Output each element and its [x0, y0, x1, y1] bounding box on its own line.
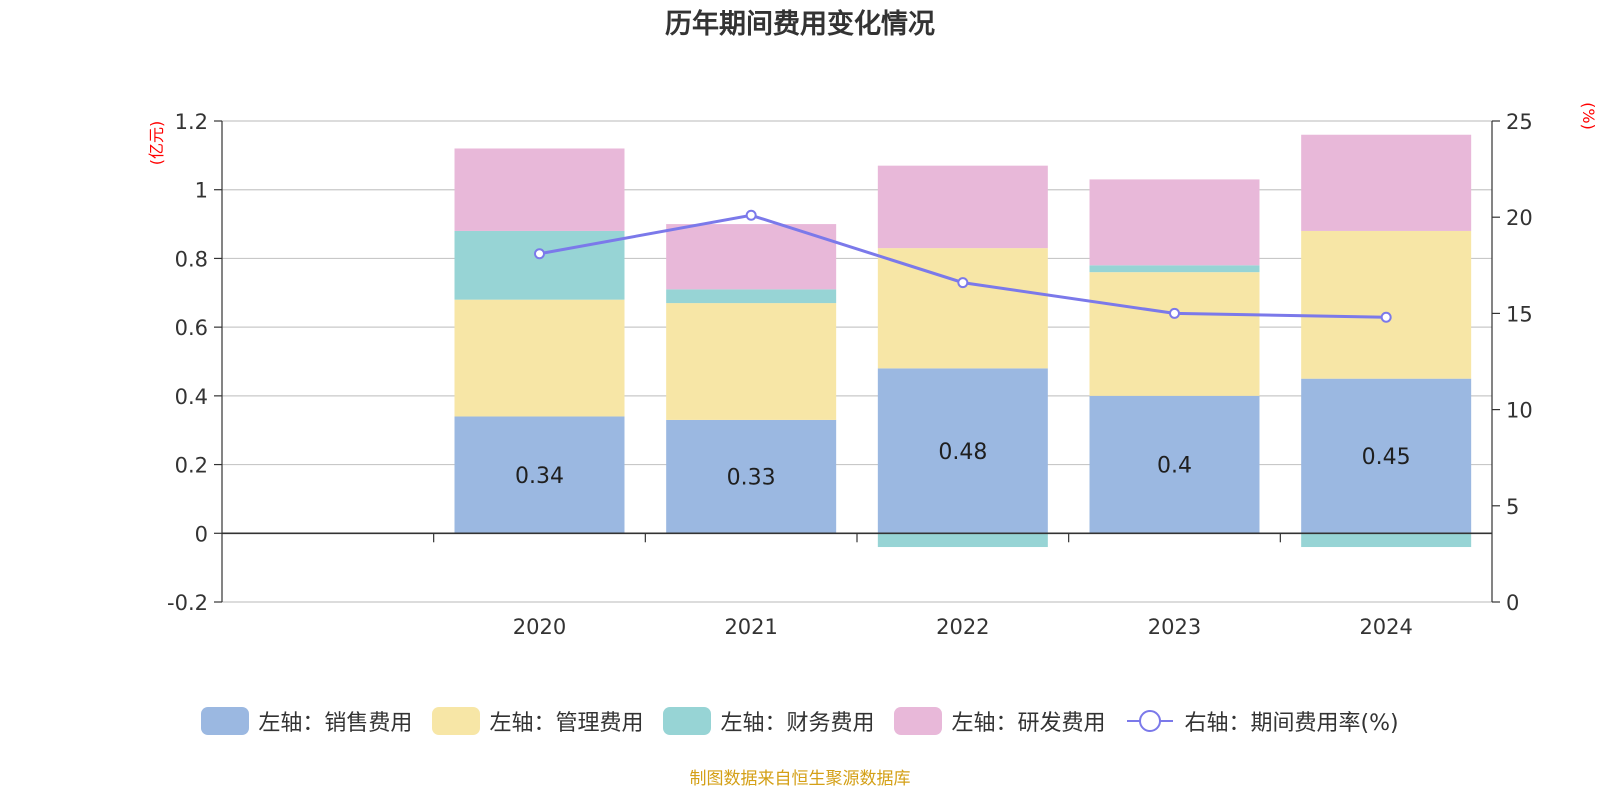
- rate-point: [534, 248, 545, 260]
- right-tick-label: 5: [1506, 495, 1519, 519]
- bar-value-label: 0.33: [727, 466, 776, 491]
- legend: 左轴：销售费用 左轴：管理费用 左轴：财务费用 左轴：研发费用 右轴：期间费用率(%): [0, 701, 1600, 741]
- left-tick-label: -0.2: [167, 591, 208, 615]
- bar-segment: [1301, 230, 1472, 379]
- left-tick-label: 0.4: [175, 385, 208, 409]
- bar-value-label: 0.34: [515, 464, 564, 489]
- right-tick-label: 25: [1506, 110, 1533, 134]
- legend-line-circle-icon: [1127, 710, 1174, 732]
- left-tick-label: 1.2: [175, 110, 208, 134]
- left-tick-label: 0.6: [175, 316, 208, 340]
- legend-swatch: [432, 707, 481, 735]
- left-axis-unit: (亿元): [147, 121, 166, 166]
- bar-value-label: 0.45: [1362, 445, 1411, 470]
- bar-segment: [1089, 265, 1260, 273]
- legend-swatch: [201, 707, 250, 735]
- x-tick-label: 2022: [936, 615, 989, 639]
- bar-segment: [1089, 179, 1260, 266]
- source-note: 制图数据来自恒生聚源数据库: [689, 769, 911, 789]
- rate-point: [1169, 307, 1180, 319]
- bar-segment: [1301, 533, 1472, 548]
- bar-segment: [666, 224, 837, 290]
- bar-segment: [666, 419, 837, 534]
- legend-label: 左轴：管理费用: [489, 711, 644, 736]
- legend-swatch: [894, 707, 943, 735]
- bar-segment: [877, 533, 1048, 548]
- x-tick-label: 2023: [1148, 615, 1201, 639]
- chart-plot: -0.2 0 0.2 0.4 0.6 0.8 1 1.2 0 5 10 15 20 25 2020 2021 2…: [147, 102, 1598, 639]
- left-tick-label: 0: [195, 522, 208, 546]
- grid-lines: [222, 120, 1492, 603]
- bar-segment: [454, 148, 625, 231]
- legend-label: 左轴：销售费用: [258, 711, 413, 736]
- right-tick-label: 10: [1506, 399, 1533, 423]
- bar-segment: [877, 368, 1048, 534]
- right-tick-label: 15: [1506, 302, 1533, 326]
- bar-segment: [454, 299, 625, 417]
- bar-segment: [1301, 134, 1472, 231]
- legend-swatch: [663, 707, 712, 735]
- bar-value-label: 0.48: [938, 440, 987, 465]
- legend-item[interactable]: 左轴：销售费用: [201, 705, 412, 737]
- bar-segment: [454, 416, 625, 534]
- bar-segment: [1301, 378, 1472, 534]
- rate-point: [957, 277, 969, 289]
- right-axis-unit: (%): [1579, 102, 1598, 130]
- legend-label: 左轴：财务费用: [720, 711, 875, 736]
- rate-point: [745, 209, 757, 221]
- left-tick-label: 0.2: [175, 454, 208, 478]
- right-tick-label: 0: [1506, 591, 1519, 615]
- legend-item[interactable]: 左轴：财务费用: [663, 705, 874, 737]
- legend-label: 左轴：研发费用: [951, 711, 1106, 736]
- legend-item[interactable]: 右轴：期间费用率(%): [1125, 705, 1399, 737]
- rate-line: [534, 209, 1392, 323]
- legend-item[interactable]: 左轴：研发费用: [894, 705, 1105, 737]
- bar-segment: [1089, 272, 1260, 396]
- bar-segment: [666, 303, 837, 420]
- rate-point: [1380, 311, 1392, 323]
- bar-segment: [877, 165, 1048, 249]
- bar-segment: [877, 248, 1048, 369]
- bar-segment: [666, 289, 837, 304]
- left-tick-label: 1: [195, 179, 208, 203]
- legend-item[interactable]: 左轴：管理费用: [432, 705, 643, 737]
- bar-labels: 0.34 0.33 0.48 0.4 0.45: [515, 440, 1411, 491]
- x-tick-label: 2024: [1359, 615, 1412, 639]
- bar-segment: [1089, 395, 1260, 534]
- chart-title: 历年期间费用变化情况: [665, 9, 935, 40]
- legend-label: 右轴：期间费用率(%): [1184, 711, 1399, 736]
- bar-value-label: 0.4: [1157, 454, 1192, 479]
- x-tick-label: 2020: [513, 615, 566, 639]
- axes: -0.2 0 0.2 0.4 0.6 0.8 1 1.2 0 5 10 15 20 25 2020 2021 2…: [167, 110, 1533, 639]
- left-tick-label: 0.8: [175, 247, 208, 271]
- x-tick-label: 2021: [724, 615, 777, 639]
- bar-segment: [454, 230, 625, 300]
- bars: [454, 134, 1472, 548]
- right-tick-label: 20: [1506, 206, 1533, 230]
